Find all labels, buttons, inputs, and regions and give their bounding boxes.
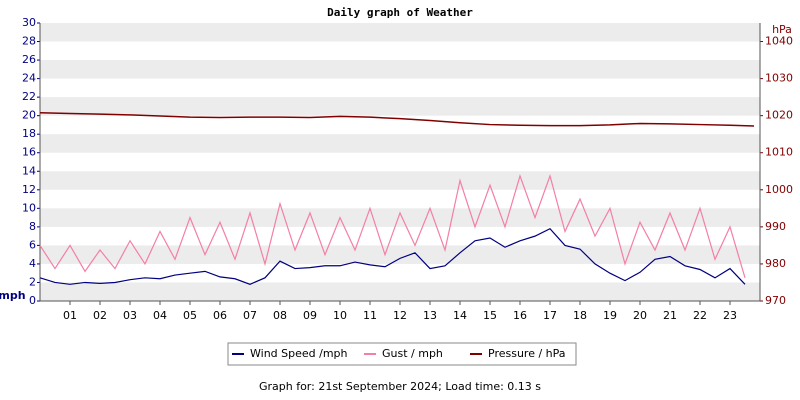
legend-label: Pressure / hPa: [488, 347, 566, 360]
x-tick-label: 19: [603, 309, 617, 322]
legend-label: Gust / mph: [382, 347, 443, 360]
y2-tick-label: 990: [765, 220, 786, 233]
y2-tick-label: 1000: [765, 183, 793, 196]
x-tick-label: 10: [333, 309, 347, 322]
y-axis-label: mph: [0, 289, 26, 302]
y-tick-label: 4: [29, 257, 36, 270]
x-tick-label: 05: [183, 309, 197, 322]
x-tick-label: 23: [723, 309, 737, 322]
y-tick-label: 20: [22, 109, 36, 122]
x-tick-label: 17: [543, 309, 557, 322]
y-tick-label: 30: [22, 16, 36, 29]
x-tick-label: 12: [393, 309, 407, 322]
y-tick-label: 22: [22, 90, 36, 103]
series-line: [39, 111, 755, 127]
x-tick-label: 16: [513, 309, 527, 322]
x-tick-label: 04: [153, 309, 167, 322]
x-tick-label: 15: [483, 309, 497, 322]
x-tick-label: 22: [693, 309, 707, 322]
band: [40, 97, 760, 116]
band: [40, 245, 760, 264]
y-tick-label: 12: [22, 183, 36, 196]
y2-tick-label: 1040: [765, 35, 793, 48]
y-tick-label: 16: [22, 146, 36, 159]
band: [40, 134, 760, 153]
x-tick-label: 02: [93, 309, 107, 322]
x-tick-label: 18: [573, 309, 587, 322]
y2-tick-label: 1030: [765, 72, 793, 85]
x-tick-label: 06: [213, 309, 227, 322]
x-tick-label: 13: [423, 309, 437, 322]
legend-label: Wind Speed /mph: [250, 347, 348, 360]
x-tick-label: 08: [273, 309, 287, 322]
y-tick-label: 14: [22, 164, 36, 177]
y-tick-label: 2: [29, 275, 36, 288]
chart-title: Daily graph of Weather: [327, 6, 473, 19]
x-tick-label: 20: [633, 309, 647, 322]
y-tick-label: 6: [29, 238, 36, 251]
band: [40, 282, 760, 301]
band: [40, 171, 760, 190]
x-tick-label: 07: [243, 309, 257, 322]
x-tick-label: 09: [303, 309, 317, 322]
y-tick-label: 28: [22, 35, 36, 48]
x-tick-label: 21: [663, 309, 677, 322]
band: [40, 208, 760, 227]
x-tick-label: 14: [453, 309, 467, 322]
y2-tick-label: 1010: [765, 146, 793, 159]
band: [40, 23, 760, 42]
y2-axis-label: hPa: [772, 23, 792, 36]
y-tick-label: 18: [22, 127, 36, 140]
x-tick-label: 03: [123, 309, 137, 322]
x-tick-label: 11: [363, 309, 377, 322]
y-tick-label: 10: [22, 201, 36, 214]
band: [40, 60, 760, 79]
y-tick-label: 24: [22, 72, 36, 85]
y2-tick-label: 980: [765, 257, 786, 270]
y-tick-label: 8: [29, 220, 36, 233]
y2-tick-label: 970: [765, 294, 786, 307]
x-tick-label: 01: [63, 309, 77, 322]
legend-box: [227, 342, 577, 366]
series-line: [39, 227, 746, 285]
y-tick-label: 26: [22, 53, 36, 66]
series-line: [39, 173, 746, 279]
y-tick-label: 0: [29, 294, 36, 307]
footer: Graph for: 21st September 2024; Load tim…: [259, 380, 541, 393]
y2-tick-label: 1020: [765, 109, 793, 122]
